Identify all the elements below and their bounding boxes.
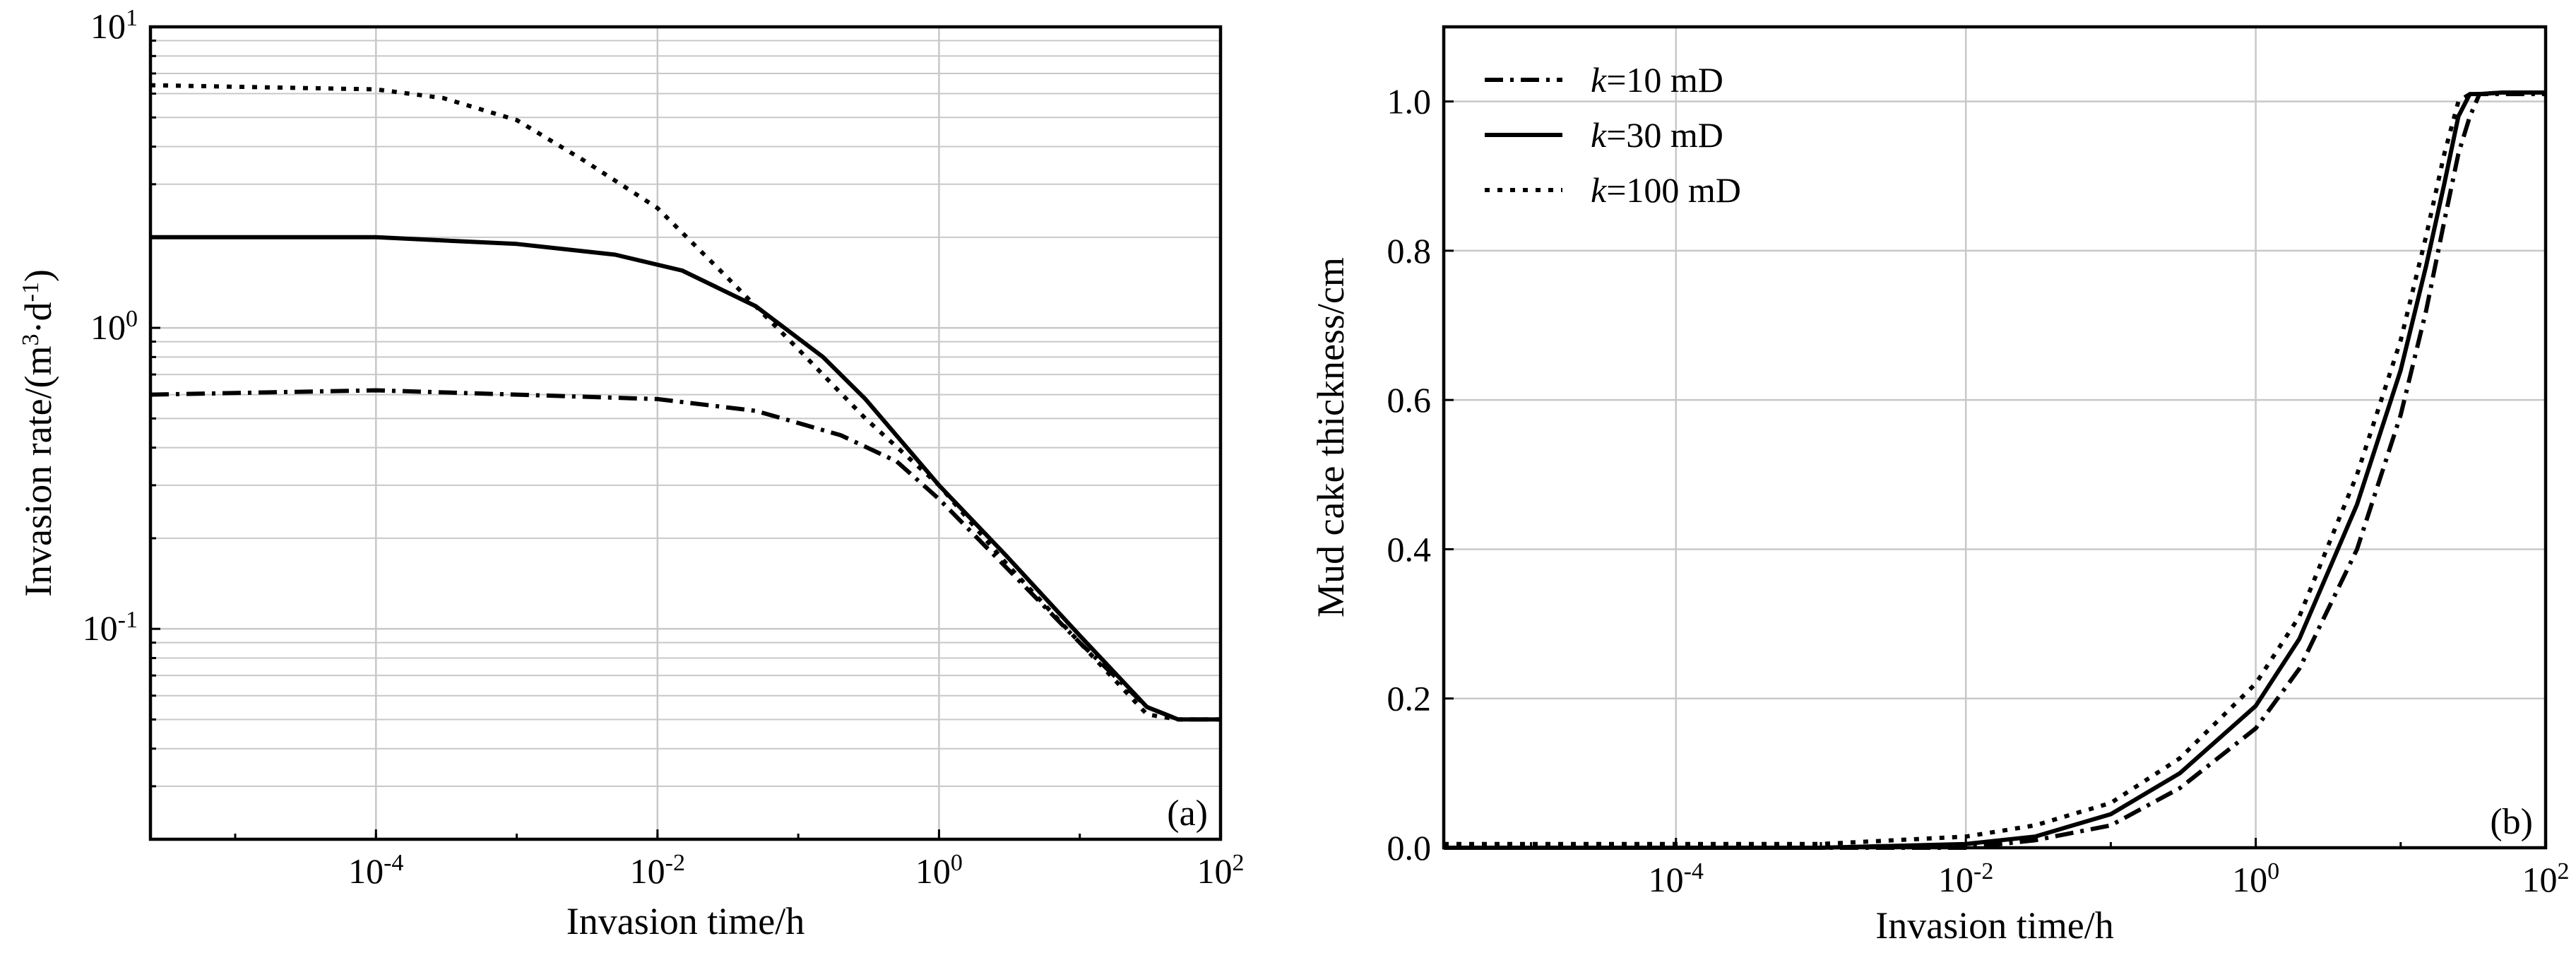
a-series-line-solid [150, 235, 1221, 722]
panel-a-tag: (a) [1167, 793, 1208, 834]
a-x-tick-base: 10 [630, 851, 665, 891]
b-y-tick-label: 0.8 [1387, 231, 1432, 271]
b-x-tick-base: 10 [1938, 860, 1973, 899]
a-y-tick-base: 10 [83, 608, 118, 648]
panel-a-y-axis-label: Invasion rate/(m3·d-1) [17, 269, 59, 597]
b-x-tick-base: 10 [2232, 860, 2267, 899]
a-x-tick-base: 10 [915, 851, 951, 891]
b-legend-label-value: =30 mD [1606, 115, 1723, 155]
b-x-tick-label: 100 [2232, 858, 2279, 900]
a-x-tick-exp: -2 [665, 850, 685, 876]
b-legend-label-k: k [1591, 170, 1607, 210]
panel-b-x-axis-label: Invasion time/h [1875, 904, 2113, 947]
b-y-tick-label: 0.2 [1387, 679, 1432, 718]
a-x-tick-base: 10 [1197, 851, 1233, 891]
a-x-tick-label: 102 [1197, 850, 1245, 892]
panel-b-legend: k=10 mDk=30 mDk=100 mD [1485, 60, 1741, 210]
b-legend-label-k: k [1591, 60, 1607, 100]
b-y-tick-label: 0.6 [1387, 380, 1432, 420]
b-legend-label: k=10 mD [1591, 60, 1723, 100]
b-x-tick-base: 10 [1649, 860, 1684, 899]
b-x-tick-label: 10-4 [1649, 858, 1704, 900]
panel-b-tick-marks [1444, 100, 2547, 849]
b-x-tick-label: 10-2 [1938, 858, 1993, 900]
panel-a-x-tick-labels: 10-4 10-2 100 102 [348, 850, 1244, 892]
a-x-tick-exp: -4 [384, 850, 403, 876]
a-x-tick-label: 100 [915, 850, 963, 892]
a-series-line-dotted [150, 83, 1221, 722]
panel-a-y-axis-label-sup2: -1 [18, 282, 44, 302]
b-legend-label-value: =10 mD [1606, 60, 1723, 100]
panel-b-mud-cake-chart: 10-4 10-2 100 102 0.00.20.40.60.81.0 Invasi… [1310, 25, 2570, 947]
b-legend-label-value: =100 mD [1606, 170, 1741, 210]
b-x-tick-exp: -4 [1684, 858, 1704, 884]
b-x-tick-exp: 0 [2267, 858, 2279, 884]
b-y-tick-label: 0.4 [1387, 529, 1432, 569]
a-x-tick-exp: 0 [951, 850, 963, 876]
panel-b-y-tick-labels: 0.0 0.2 0.4 0.6 0.8 1.0 [1387, 82, 1432, 868]
panel-b-plot-frame [1442, 25, 2548, 850]
panel-a-series-group [150, 83, 1221, 722]
b-legend-label-k: k [1591, 115, 1607, 155]
a-y-tick-label: 100 [90, 306, 138, 348]
panel-b-x-tick-labels: 10-4 10-2 100 102 [1649, 858, 2570, 900]
a-y-tick-label: 10-1 [83, 607, 138, 649]
panel-a-y-axis-label-main: Invasion rate/(m [17, 345, 59, 596]
b-y-tick-label: 1.0 [1387, 82, 1432, 122]
panel-a-plot-frame [148, 25, 1223, 841]
a-x-tick-exp: 2 [1233, 850, 1245, 876]
b-series-line-solid [1444, 90, 2546, 850]
panel-b-tag: (b) [2490, 802, 2533, 842]
a-y-tick-exp: 0 [126, 306, 138, 332]
panel-a-y-axis-label-end: ) [17, 269, 59, 282]
b-legend-label: k=30 mD [1591, 115, 1723, 155]
panel-a-x-axis-label: Invasion time/h [566, 900, 805, 942]
panel-a-tick-marks [150, 39, 1222, 839]
b-legend-label: k=100 mD [1591, 170, 1741, 210]
b-x-tick-exp: -2 [1973, 858, 1993, 884]
b-series-line-dashdot [1444, 92, 2546, 850]
panel-a-y-axis-label-sup1: 3 [18, 333, 44, 345]
a-y-tick-base: 10 [90, 307, 126, 347]
b-y-tick-label: 0.0 [1387, 828, 1432, 868]
a-x-tick-label: 10-2 [630, 850, 685, 892]
panel-a-y-axis-label-mid: ·d [17, 302, 59, 333]
a-y-tick-base: 10 [90, 6, 126, 46]
a-y-tick-label: 101 [90, 5, 138, 47]
a-y-tick-exp: 1 [126, 5, 138, 31]
panel-b-y-axis-label: Mud cake thickness/cm [1310, 257, 1352, 617]
b-x-tick-label: 102 [2522, 858, 2570, 900]
b-x-tick-base: 10 [2522, 860, 2558, 899]
a-x-tick-label: 10-4 [348, 850, 403, 892]
panel-b-series-group [1444, 90, 2546, 850]
a-x-tick-base: 10 [348, 851, 384, 891]
panel-b-gridlines [1444, 27, 2546, 848]
b-x-tick-exp: 2 [2558, 858, 2570, 884]
a-y-tick-exp: -1 [118, 607, 138, 633]
